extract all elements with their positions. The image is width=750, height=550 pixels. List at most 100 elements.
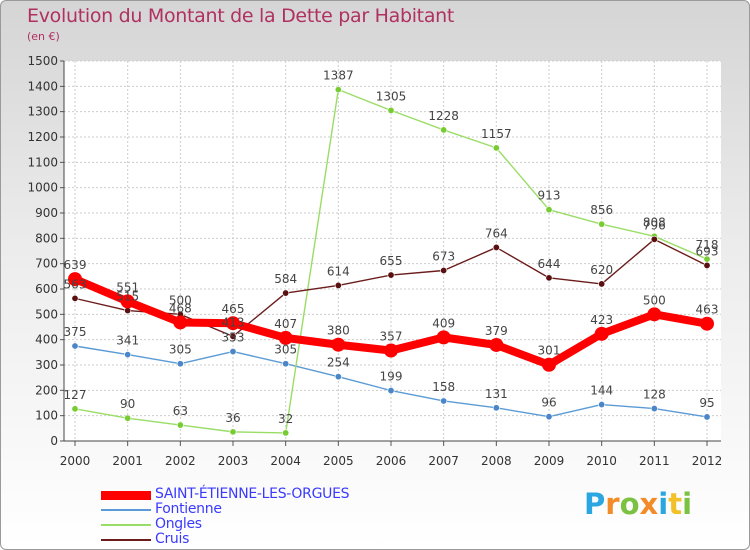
- legend-label: Cruis: [155, 531, 190, 547]
- y-tick-label: 800: [35, 231, 58, 245]
- logo-letter: o: [619, 487, 640, 521]
- data-label: 127: [64, 388, 87, 402]
- data-point: [334, 86, 342, 94]
- data-point: [492, 144, 500, 152]
- data-point: [120, 294, 135, 309]
- data-point: [124, 351, 132, 359]
- data-label: 254: [327, 356, 350, 370]
- data-point: [71, 294, 79, 302]
- data-label: 1387: [323, 69, 354, 83]
- data-point: [436, 330, 451, 345]
- plot-area: [64, 61, 721, 441]
- data-label: 500: [643, 293, 666, 307]
- data-point: [229, 428, 237, 436]
- x-tick-label: 2010: [586, 454, 617, 468]
- y-tick-label: 1500: [27, 54, 58, 68]
- data-point: [545, 413, 553, 421]
- x-tick-label: 2011: [639, 454, 670, 468]
- data-label: 90: [120, 397, 135, 411]
- data-label: 655: [380, 254, 403, 268]
- logo-letter: r: [605, 487, 620, 521]
- data-point: [282, 429, 290, 437]
- data-label: 856: [590, 203, 613, 217]
- y-tick-label: 1000: [27, 181, 58, 195]
- x-tick-label: 2009: [534, 454, 565, 468]
- data-point: [334, 281, 342, 289]
- data-point: [387, 106, 395, 114]
- data-point: [700, 316, 714, 331]
- data-label: 379: [485, 324, 508, 338]
- legend-label: Ongles: [155, 516, 202, 532]
- data-label: 500: [169, 293, 192, 307]
- x-tick-label: 2004: [270, 454, 301, 468]
- data-label: 465: [222, 302, 245, 316]
- data-label: 409: [432, 316, 455, 330]
- logo-letter: P: [584, 487, 606, 521]
- data-label: 1228: [428, 109, 459, 123]
- legend-label: SAINT-ÉTIENNE-LES-ORGUES: [155, 486, 350, 502]
- x-tick-label: 2000: [60, 454, 91, 468]
- logo-letter: t: [668, 487, 683, 521]
- data-point: [489, 337, 504, 352]
- data-label: 36: [225, 411, 240, 425]
- data-point: [387, 271, 395, 279]
- data-label: 693: [696, 244, 719, 258]
- y-tick-label: 500: [35, 307, 58, 321]
- data-label: 796: [643, 218, 666, 232]
- x-tick-label: 2012: [692, 454, 723, 468]
- data-point: [598, 280, 606, 288]
- data-label: 341: [116, 334, 139, 348]
- data-point: [440, 267, 448, 275]
- data-label: 551: [116, 280, 139, 294]
- data-point: [598, 401, 606, 409]
- legend-swatch: [101, 524, 151, 526]
- data-point: [545, 274, 553, 282]
- x-tick-label: 2002: [165, 454, 196, 468]
- x-tick-label: 2008: [481, 454, 512, 468]
- data-point: [492, 404, 500, 412]
- data-label: 673: [432, 250, 455, 264]
- data-label: 584: [274, 272, 297, 286]
- y-tick-label: 400: [35, 333, 58, 347]
- x-tick-label: 2005: [323, 454, 354, 468]
- y-tick-label: 100: [35, 409, 58, 423]
- data-label: 131: [485, 387, 508, 401]
- data-label: 639: [64, 258, 87, 272]
- data-label: 423: [590, 313, 613, 327]
- data-label: 808: [643, 215, 666, 229]
- data-point: [229, 348, 237, 356]
- data-label: 913: [538, 189, 561, 203]
- data-label: 357: [380, 330, 403, 344]
- data-label: 1157: [481, 127, 512, 141]
- data-point: [229, 332, 237, 340]
- data-label: 620: [590, 263, 613, 277]
- data-label: 614: [327, 264, 350, 278]
- data-label: 144: [590, 384, 613, 398]
- proxiti-logo: Proxiti: [584, 487, 692, 521]
- y-tick-label: 1200: [27, 130, 58, 144]
- data-point: [542, 357, 556, 372]
- data-label: 718: [696, 238, 719, 252]
- data-point: [598, 220, 606, 228]
- data-label: 380: [327, 324, 350, 338]
- data-point: [226, 316, 240, 331]
- y-tick-label: 1100: [27, 155, 58, 169]
- data-point: [650, 235, 658, 243]
- y-tick-label: 900: [35, 206, 58, 220]
- data-point: [545, 206, 553, 214]
- y-tick-label: 700: [35, 257, 58, 271]
- data-label: 63: [173, 404, 188, 418]
- data-label: 515: [116, 290, 139, 304]
- data-label: 413: [222, 315, 245, 329]
- data-label: 1305: [376, 89, 407, 103]
- data-label: 301: [538, 344, 561, 358]
- logo-letter: x: [639, 487, 659, 521]
- y-tick-label: 0: [50, 434, 58, 448]
- x-tick-label: 2007: [428, 454, 459, 468]
- x-tick-label: 2001: [112, 454, 143, 468]
- data-point: [647, 307, 662, 322]
- data-label: 199: [380, 370, 403, 384]
- data-point: [173, 315, 188, 330]
